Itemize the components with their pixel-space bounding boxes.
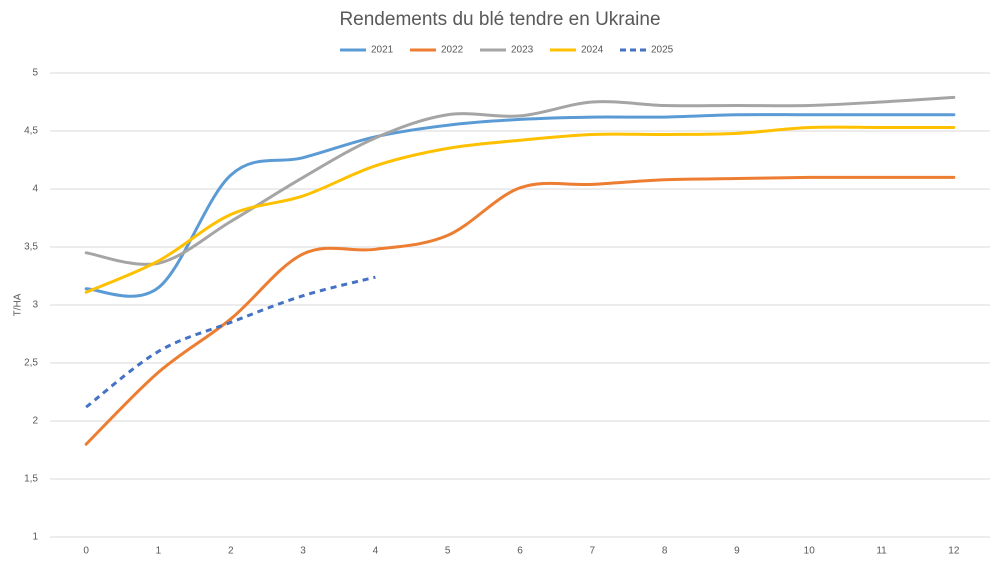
x-tick-label: 6 bbox=[517, 546, 523, 557]
plot-area bbox=[84, 95, 956, 446]
x-tick-label: 1 bbox=[156, 546, 162, 557]
series-line bbox=[85, 275, 376, 409]
legend-label: 2021 bbox=[371, 45, 394, 56]
y-tick-label: 4,5 bbox=[24, 126, 38, 137]
legend-label: 2025 bbox=[651, 45, 674, 56]
x-tick-label: 11 bbox=[876, 546, 887, 557]
legend-label: 2023 bbox=[511, 45, 534, 56]
y-tick-label: 3 bbox=[32, 300, 38, 311]
y-tick-label: 1,5 bbox=[24, 474, 38, 485]
series-line bbox=[84, 125, 956, 294]
y-axis-label: T/HA bbox=[13, 293, 24, 316]
x-tick-label: 2 bbox=[228, 546, 234, 557]
y-tick-label: 3,5 bbox=[24, 242, 38, 253]
y-tick-label: 1 bbox=[32, 532, 38, 543]
x-tick-label: 3 bbox=[300, 546, 306, 557]
grid: 11,522,533,544,550 1 2 3 4 5 6 7 8 9 10 11 12 bbox=[24, 68, 990, 557]
series-line bbox=[84, 95, 956, 266]
x-tick-label: 12 bbox=[948, 546, 960, 557]
y-tick-label: 2,5 bbox=[24, 358, 38, 369]
y-tick-label: 4 bbox=[32, 184, 38, 195]
legend: 2021 2022 2023 2024 2025 bbox=[340, 45, 674, 56]
series-line bbox=[84, 113, 956, 298]
y-tick-label: 5 bbox=[32, 68, 38, 79]
legend-label: 2024 bbox=[581, 45, 604, 56]
chart-title: Rendements du blé tendre en Ukraine bbox=[339, 9, 660, 30]
x-tick-label: 5 bbox=[445, 546, 451, 557]
legend-label: 2022 bbox=[441, 45, 464, 56]
x-tick-label: 8 bbox=[662, 546, 668, 557]
x-tick-label: 9 bbox=[734, 546, 740, 557]
y-tick-label: 2 bbox=[32, 416, 38, 427]
x-tick-label: 10 bbox=[804, 546, 816, 557]
x-tick-label: 7 bbox=[590, 546, 596, 557]
x-tick-label: 0 bbox=[83, 546, 89, 557]
series-line bbox=[84, 175, 956, 446]
x-tick-label: 4 bbox=[373, 546, 379, 557]
